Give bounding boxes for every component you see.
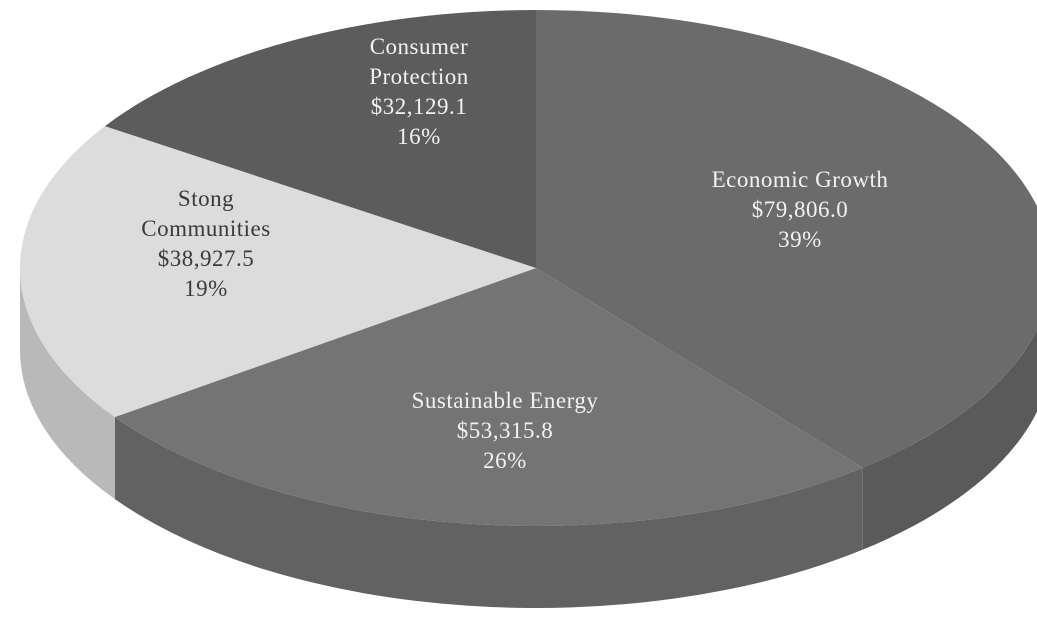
- pie-label-percent: 26%: [483, 448, 527, 473]
- pie-label-value: $32,129.1: [371, 94, 468, 119]
- pie-label-sustainable-energy: Sustainable Energy $53,315.8 26%: [412, 388, 599, 473]
- pie-top-layer: [20, 10, 1037, 526]
- pie-label-value: $38,927.5: [158, 246, 255, 271]
- pie-label-name: Economic Growth: [712, 167, 889, 192]
- pie-label-percent: 19%: [184, 276, 228, 301]
- pie-label-value: $53,315.8: [457, 418, 554, 443]
- pie-label-consumer-protection: Consumer Protection $32,129.1 16%: [369, 34, 469, 149]
- pie-label-value: $79,806.0: [752, 197, 849, 222]
- pie-label-name: Consumer: [370, 34, 469, 59]
- pie-label-name: Sustainable Energy: [412, 388, 599, 413]
- pie-label-name: Protection: [369, 64, 469, 89]
- pie-slice-economic-growth: [536, 10, 1037, 468]
- pie-label-name: Communities: [141, 216, 270, 241]
- pie-label-stong-communities: Stong Communities $38,927.5 19%: [141, 186, 270, 301]
- pie-label-percent: 39%: [778, 227, 822, 252]
- pie-depth-layer: [20, 268, 1037, 608]
- pie-side-sustainable-energy: [114, 417, 863, 608]
- pie-side-stong-communities: [20, 268, 115, 500]
- pie-slice-sustainable-energy: [114, 268, 863, 526]
- pie-label-economic-growth: Economic Growth $79,806.0 39%: [712, 167, 889, 252]
- pie-slice-stong-communities: [20, 126, 537, 418]
- pie-label-name: Stong: [178, 186, 234, 211]
- pie-slice-consumer-protection: [104, 10, 536, 268]
- pie-labels-layer: Economic Growth $79,806.0 39% Sustainable E…: [141, 34, 888, 473]
- pie-label-percent: 16%: [397, 124, 441, 149]
- pie-side-economic-growth: [862, 329, 1037, 550]
